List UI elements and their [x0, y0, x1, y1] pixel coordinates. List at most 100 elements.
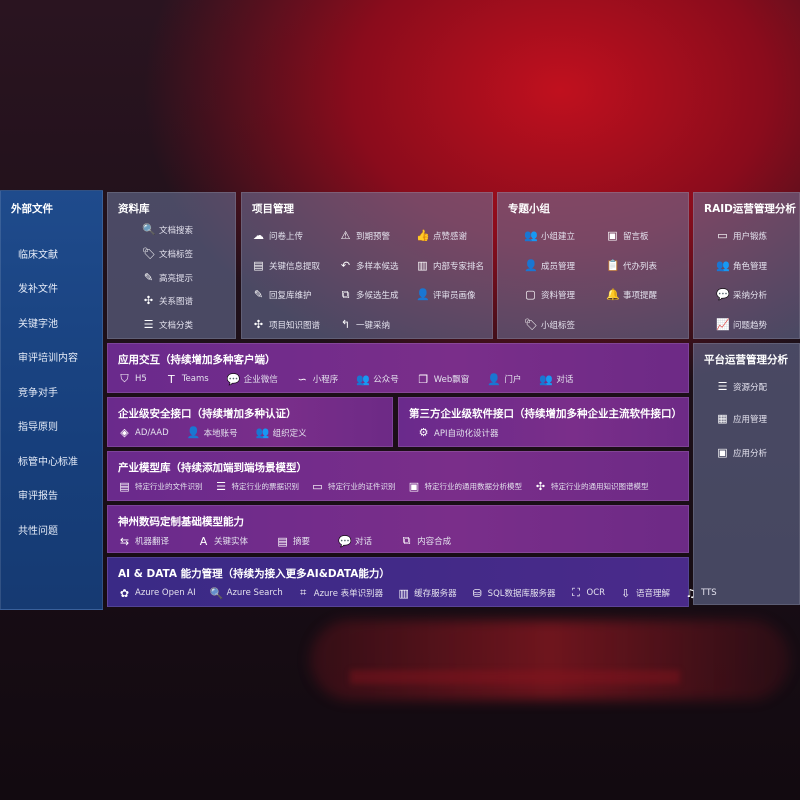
raid-item[interactable]: 💬 采纳分析 — [716, 288, 767, 301]
api-designer-item[interactable]: ⚙ API自动化设计器 — [417, 426, 499, 439]
library-item[interactable]: 🔍 文档搜索 — [142, 223, 193, 236]
client-item[interactable]: 💬 企业微信 — [227, 372, 278, 386]
sidebar-item[interactable]: 审评培训内容 — [18, 353, 78, 364]
bbs-icon: ▣ — [607, 229, 618, 242]
service-item[interactable]: ♫ TTS — [684, 586, 717, 600]
api-gear-icon: ⚙ — [418, 426, 429, 439]
doc-search-icon: 🔍 — [142, 223, 156, 236]
cloud-upload-icon: ☁ — [253, 229, 264, 242]
portal-icon: 👤 — [487, 372, 502, 386]
raid-item[interactable]: 📈 问题趋势 — [716, 318, 767, 331]
group-item[interactable]: 🏷 小组标签 — [524, 318, 575, 331]
puzzle-icon: ⧉ — [402, 534, 411, 547]
project-item[interactable]: ▤ 关键信息提取 — [252, 259, 320, 272]
pen-icon: ✎ — [143, 271, 154, 284]
client-item[interactable]: 👥 对话 — [539, 372, 573, 386]
project-item[interactable]: ↰ 一键采纳 — [339, 318, 390, 331]
item-label: 对话 — [556, 375, 574, 385]
library-item[interactable]: ✣ 关系图谱 — [142, 294, 193, 307]
group-item[interactable]: ▢ 资料管理 — [524, 288, 575, 301]
project-panel: 项目管理 ☁ 问卷上传 ⚠ 到期预警 👍 点赞感谢 ▤ 关键信息提取 ↶ 多样本候选 ▥ 内… — [241, 192, 493, 339]
sidebar-item[interactable]: 指导原则 — [18, 422, 58, 433]
platform-item[interactable]: ☰ 资源分配 — [716, 380, 767, 393]
external-files-sidebar: 外部文件 临床文献 发补文件 关键字池 审评培训内容 竞争对手 指导原则 标管中… — [0, 190, 103, 610]
model-item[interactable]: ✣ 特定行业的通用知识图谱模型 — [534, 480, 649, 493]
ai-data-panel: AI & DATA 能力管理（持续为接入更多AI&DATA能力） ✿ Azure … — [107, 557, 717, 607]
library-item[interactable]: ✎ 高亮提示 — [142, 271, 193, 284]
item-label: 角色管理 — [733, 261, 768, 272]
sidebar-item[interactable]: 竞争对手 — [18, 388, 58, 399]
auth-item[interactable]: 👥 组织定义 — [256, 426, 307, 439]
model-item[interactable]: ☰ 特定行业的票据识别 — [215, 480, 300, 493]
project-item[interactable]: ✣ 项目知识图谱 — [252, 318, 320, 331]
panel-title: RAID运营管理分析 — [704, 203, 796, 215]
project-item[interactable]: ✎ 回复库维护 — [252, 288, 312, 301]
sidebar-item[interactable]: 发补文件 — [18, 284, 58, 295]
cache-icon: ▥ — [398, 586, 409, 600]
item-label: Azure 表单识别器 — [313, 589, 384, 599]
project-item[interactable]: 👍 点赞感谢 — [416, 229, 467, 242]
project-item[interactable]: ☁ 问卷上传 — [252, 229, 303, 242]
service-item[interactable]: ⇩ 语音理解 — [619, 586, 670, 600]
capability-item[interactable]: 💬 对话 — [338, 534, 372, 548]
capability-item[interactable]: A 关键实体 — [197, 534, 248, 548]
security-items: ◈ AD/AAD 👤 本地账号 👥 组织定义 — [118, 426, 325, 439]
raid-item[interactable]: ▭ 用户锻炼 — [716, 229, 767, 242]
service-item[interactable]: ✿ Azure Open AI — [118, 586, 196, 600]
project-item[interactable]: ⧉ 多候选生成 — [339, 288, 399, 302]
item-label: 本地账号 — [203, 428, 238, 439]
model-item[interactable]: ▣ 特定行业的通用数据分析模型 — [408, 480, 522, 493]
raid-item[interactable]: 👥 角色管理 — [716, 259, 767, 272]
item-label: TTS — [701, 588, 717, 598]
edit-icon: ✎ — [253, 288, 264, 301]
sidebar-item[interactable]: 临床文献 — [18, 250, 58, 261]
item-label: 机器翻译 — [135, 537, 170, 547]
sidebar-item[interactable]: 共性问题 — [18, 526, 58, 537]
library-item[interactable]: 🏷 文档标签 — [142, 247, 193, 260]
service-item[interactable]: ⌗ Azure 表单识别器 — [297, 586, 383, 600]
item-label: 缓存服务器 — [414, 589, 457, 599]
project-item[interactable]: ⚠ 到期预警 — [339, 229, 390, 242]
item-label: 资源分配 — [733, 382, 768, 393]
base-model-panel: 神州数码定制基础模型能力 ⇆ 机器翻译 A 关键实体 ▤ 摘要 💬 对话 ⧉ 内容合成 — [107, 505, 689, 553]
sidebar-item[interactable]: 标管中心标准 — [18, 457, 78, 468]
capability-item[interactable]: ⇆ 机器翻译 — [118, 534, 169, 548]
group-item[interactable]: ▣ 留言板 — [606, 229, 648, 242]
sidebar-item[interactable]: 审评报告 — [18, 491, 58, 502]
client-item[interactable]: ⛉ H5 — [118, 372, 146, 386]
client-item[interactable]: 👥 公众号 — [356, 372, 399, 386]
item-label: 文档分类 — [159, 320, 194, 331]
library-item[interactable]: ☰ 文档分类 — [142, 318, 193, 331]
platform-item[interactable]: ▣ 应用分析 — [716, 446, 767, 459]
group-item[interactable]: 📋 代办列表 — [606, 259, 657, 272]
wechat-icon: 💬 — [226, 372, 241, 386]
client-item[interactable]: T Teams — [165, 372, 209, 386]
service-item[interactable]: ⛁ SQL数据库服务器 — [471, 586, 556, 600]
item-label: 特定行业的票据识别 — [231, 482, 300, 491]
item-label: 应用管理 — [733, 414, 768, 425]
service-item[interactable]: ▥ 缓存服务器 — [397, 586, 457, 600]
group-item[interactable]: 👤 成员管理 — [524, 259, 575, 272]
model-item[interactable]: ▤ 特定行业的文件识别 — [118, 480, 203, 493]
capability-item[interactable]: ▤ 摘要 — [276, 534, 310, 548]
capability-item[interactable]: ⧉ 内容合成 — [400, 534, 451, 548]
auth-item[interactable]: 👤 本地账号 — [187, 426, 238, 439]
service-item[interactable]: ⛶ OCR — [570, 586, 605, 600]
item-label: AD/AAD — [135, 427, 169, 438]
client-item[interactable]: ∽ 小程序 — [296, 372, 339, 386]
platform-item[interactable]: ▦ 应用管理 — [716, 412, 767, 425]
user-icon: 👤 — [416, 288, 430, 301]
project-item[interactable]: ▥ 内部专家排名 — [416, 259, 484, 272]
item-label: SQL数据库服务器 — [487, 589, 556, 599]
service-item[interactable]: 🔍 Azure Search — [210, 586, 283, 600]
item-label: 特定行业的文件识别 — [135, 482, 203, 491]
auth-item[interactable]: ◈ AD/AAD — [118, 426, 169, 439]
group-item[interactable]: 🔔 事项提醒 — [606, 288, 657, 301]
sidebar-item[interactable]: 关键字池 — [18, 319, 58, 330]
client-item[interactable]: ❐ Web飘窗 — [417, 372, 469, 386]
group-item[interactable]: 👥 小组建立 — [524, 229, 575, 242]
project-item[interactable]: 👤 评审员画像 — [416, 288, 476, 301]
model-item[interactable]: ▭ 特定行业的证件识别 — [311, 480, 395, 493]
project-item[interactable]: ↶ 多样本候选 — [339, 259, 399, 272]
client-item[interactable]: 👤 门户 — [487, 372, 521, 386]
